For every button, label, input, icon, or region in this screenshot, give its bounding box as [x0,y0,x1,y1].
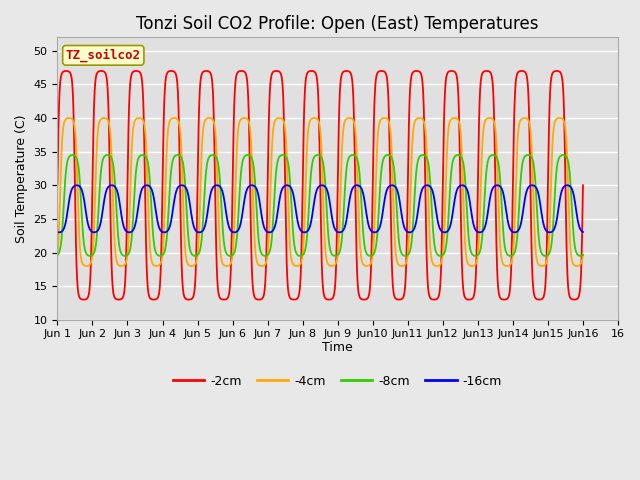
-16cm [529,182,537,188]
-2cm [529,285,537,290]
Line: -2cm: -2cm [58,71,583,300]
-4cm [166,118,174,123]
-8cm [200,192,208,197]
-16cm [200,225,208,231]
-4cm [54,252,61,257]
-8cm [166,180,174,185]
Title: Tonzi Soil CO2 Profile: Open (East) Temperatures: Tonzi Soil CO2 Profile: Open (East) Temp… [136,15,539,33]
-4cm [170,115,178,121]
-2cm [371,83,379,88]
-16cm [579,229,587,235]
-2cm [200,68,208,74]
-4cm [372,192,380,198]
-16cm [381,197,388,203]
X-axis label: Time: Time [323,341,353,354]
-8cm [156,253,164,259]
-2cm [570,297,578,302]
-2cm [579,182,587,188]
-16cm [563,182,571,188]
-4cm [529,192,537,198]
-16cm [371,229,379,235]
-4cm [579,253,587,259]
Line: -4cm: -4cm [58,118,583,266]
Legend: -2cm, -4cm, -8cm, -16cm: -2cm, -4cm, -8cm, -16cm [168,370,508,393]
-8cm [381,154,388,159]
-4cm [579,252,587,257]
-4cm [200,119,208,125]
Line: -8cm: -8cm [58,155,583,256]
-2cm [54,182,61,188]
-16cm [579,229,587,235]
-16cm [55,229,63,235]
-16cm [166,222,174,228]
-8cm [529,160,537,166]
-16cm [54,229,61,235]
-4cm [381,115,388,121]
Line: -16cm: -16cm [58,185,583,232]
Y-axis label: Soil Temperature (C): Soil Temperature (C) [15,114,28,243]
-4cm [153,263,161,269]
-8cm [372,246,380,252]
-2cm [62,68,70,74]
Text: TZ_soilco2: TZ_soilco2 [66,48,141,62]
-2cm [579,192,587,197]
-8cm [579,252,587,258]
-8cm [54,252,61,258]
-8cm [579,252,587,258]
-2cm [381,69,388,74]
-2cm [166,68,174,74]
-8cm [173,152,181,158]
